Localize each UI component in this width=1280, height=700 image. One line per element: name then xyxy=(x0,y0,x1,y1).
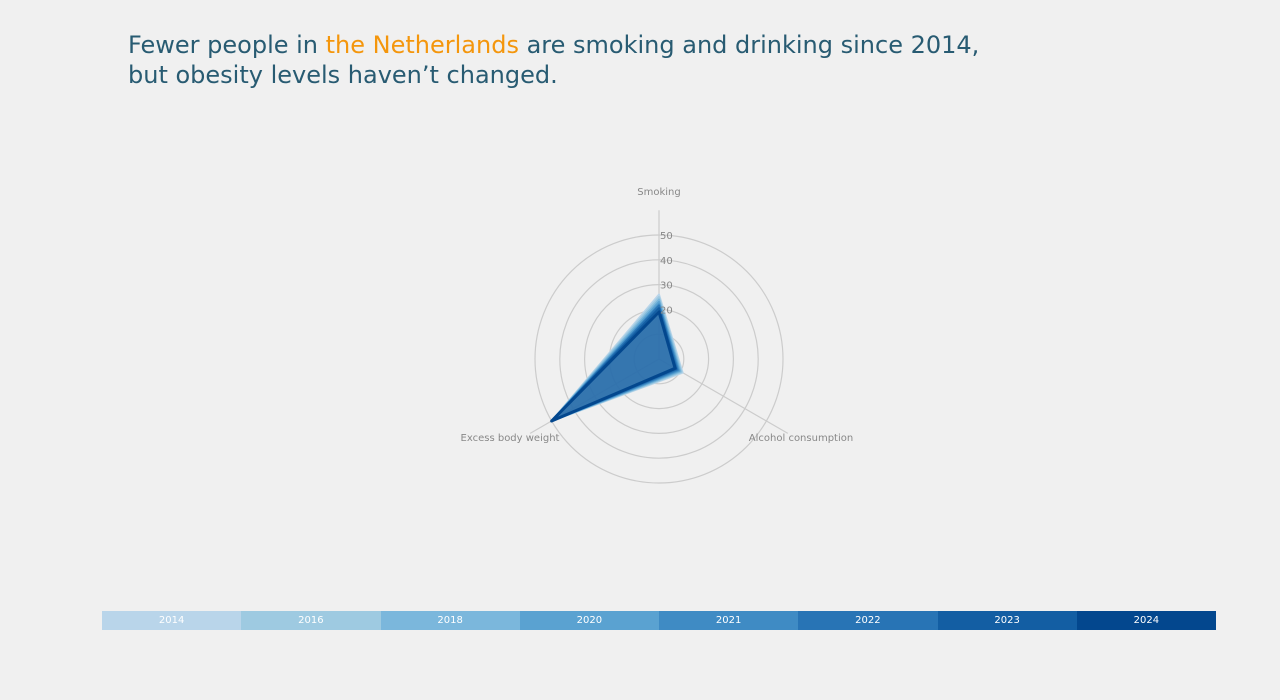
title-part-1: Fewer people in xyxy=(128,31,326,59)
legend-item-2024[interactable]: 2024 xyxy=(1076,611,1216,630)
axis-label: Alcohol consumption xyxy=(749,433,853,444)
radar-series-areas xyxy=(550,293,684,423)
legend-item-2023[interactable]: 2023 xyxy=(937,611,1077,630)
r-tick-label: 30 xyxy=(660,281,673,292)
series-2024 xyxy=(550,310,677,423)
title-highlight: the Netherlands xyxy=(325,31,519,59)
r-tick-label: 20 xyxy=(660,305,673,316)
legend-item-2022[interactable]: 2022 xyxy=(798,611,938,630)
axis-labels: Smoking Alcohol consumption Excess body we… xyxy=(461,187,854,444)
axis-label: Excess body weight xyxy=(461,433,560,444)
legend-item-2020[interactable]: 2020 xyxy=(519,611,659,630)
legend-item-2016[interactable]: 2016 xyxy=(241,611,381,630)
r-tick-label: 50 xyxy=(660,231,673,242)
legend-item-2014[interactable]: 2014 xyxy=(102,611,242,630)
legend-item-2021[interactable]: 2021 xyxy=(659,611,799,630)
title-part-2: are smoking and drinking since 2014, xyxy=(518,31,980,59)
chart-title: Fewer people in the Netherlands are smok… xyxy=(128,30,979,90)
title-line-2: but obesity levels haven’t changed. xyxy=(128,61,558,89)
radial-tick-labels: 20 30 40 50 xyxy=(660,231,673,316)
axis-label: Smoking xyxy=(637,187,680,198)
r-tick-label: 40 xyxy=(660,256,673,267)
year-legend: 2014 2016 2018 2020 2021 2022 2023 2024 xyxy=(102,611,1216,630)
legend-item-2018[interactable]: 2018 xyxy=(380,611,520,630)
